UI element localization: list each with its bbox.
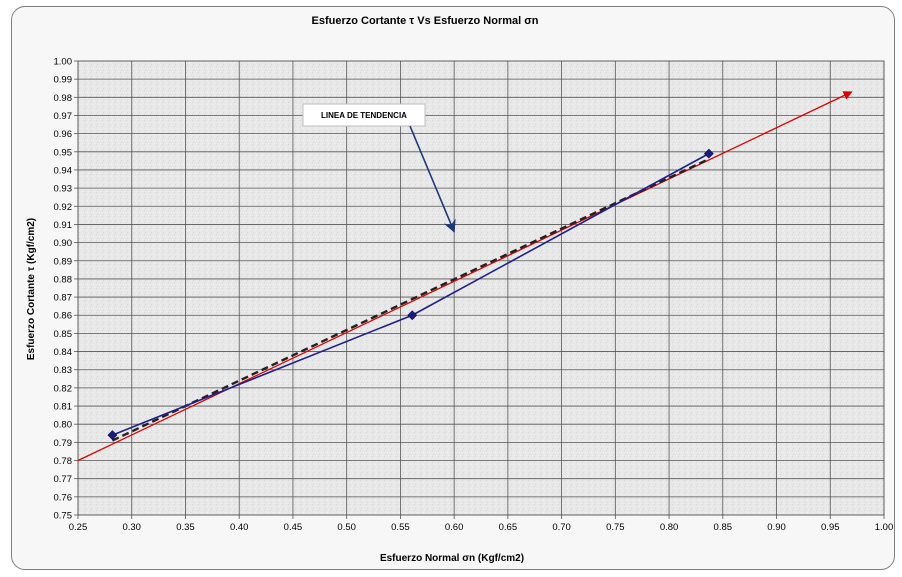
y-tick-label: 0.86: [54, 311, 73, 322]
x-axis-title: Esfuerzo Normal σn (Kgf/cm2): [380, 553, 524, 564]
data-point-marker: [407, 310, 418, 321]
x-tick-label: 0.45: [284, 522, 303, 533]
y-tick-label: 0.97: [54, 111, 73, 122]
trendline-annotation: LINEA DE TENDENCIA: [302, 103, 456, 233]
y-tick-label: 0.75: [54, 511, 73, 522]
y-tick-label: 0.78: [54, 456, 73, 467]
plot-area: [77, 60, 885, 516]
y-tick-label: 0.77: [54, 474, 73, 485]
x-tick-label: 0.75: [606, 522, 625, 533]
x-tick-label: 0.90: [767, 522, 786, 533]
annotation-arrow: [409, 125, 456, 233]
y-tick-label: 0.92: [54, 202, 73, 213]
y-tick-label: 0.90: [54, 238, 73, 249]
x-tick-label: 0.95: [821, 522, 840, 533]
annotation-text: LINEA DE TENDENCIA: [321, 111, 407, 120]
chart-title: Esfuerzo Cortante τ Vs Esfuerzo Normal σ…: [312, 15, 539, 27]
y-tick-label: 0.99: [54, 75, 73, 86]
data-point-marker: [703, 148, 714, 159]
y-tick-label: 0.79: [54, 438, 73, 449]
y-tick-label: 0.82: [54, 383, 73, 394]
x-tick-label: 0.85: [714, 522, 733, 533]
y-tick-label: 0.95: [54, 147, 73, 158]
y-tick-label: 0.91: [54, 220, 73, 231]
x-tick-label: 0.70: [552, 522, 571, 533]
y-tick-label: 0.85: [54, 329, 73, 340]
x-tick-label: 0.35: [176, 522, 195, 533]
y-tick-label: 0.76: [54, 492, 73, 503]
y-tick-label: 0.94: [54, 165, 73, 176]
x-tick-label: 1.00: [875, 522, 894, 533]
annotation-box: [302, 103, 426, 127]
x-tick-label: 0.50: [337, 522, 356, 533]
y-tick-label: 0.89: [54, 256, 73, 267]
y-tick-label: 0.81: [54, 402, 73, 413]
y-tick-label: 1.00: [54, 57, 73, 68]
y-tick-label: 0.96: [54, 129, 73, 140]
y-axis-title: Esfuerzo Cortante τ (Kgf/cm2): [26, 218, 37, 360]
y-axis-ticks: 0.75 0.76 0.77 0.78 0.79 0.80 0.81 0.82 0.83 0.84…: [54, 57, 78, 522]
y-tick-label: 0.87: [54, 293, 73, 304]
x-tick-label: 0.25: [69, 522, 88, 533]
y-tick-label: 0.80: [54, 420, 73, 431]
y-tick-label: 0.88: [54, 274, 73, 285]
data-point-marker: [107, 430, 118, 441]
x-tick-label: 0.40: [230, 522, 249, 533]
grid: [77, 60, 885, 516]
series-layer: [77, 91, 853, 462]
y-tick-label: 0.83: [54, 365, 73, 376]
series-trend-arrow: [77, 91, 853, 462]
x-tick-label: 0.30: [122, 522, 141, 533]
x-tick-label: 0.80: [660, 522, 679, 533]
y-tick-label: 0.98: [54, 93, 73, 104]
x-tick-label: 0.60: [445, 522, 464, 533]
x-tick-label: 0.65: [499, 522, 518, 533]
y-tick-label: 0.93: [54, 184, 73, 195]
y-tick-label: 0.84: [54, 347, 73, 358]
x-axis-ticks: 0.25 0.30 0.35 0.40 0.45 0.50 0.55 0.60 0.65 0.70…: [69, 515, 894, 533]
x-tick-label: 0.55: [391, 522, 410, 533]
